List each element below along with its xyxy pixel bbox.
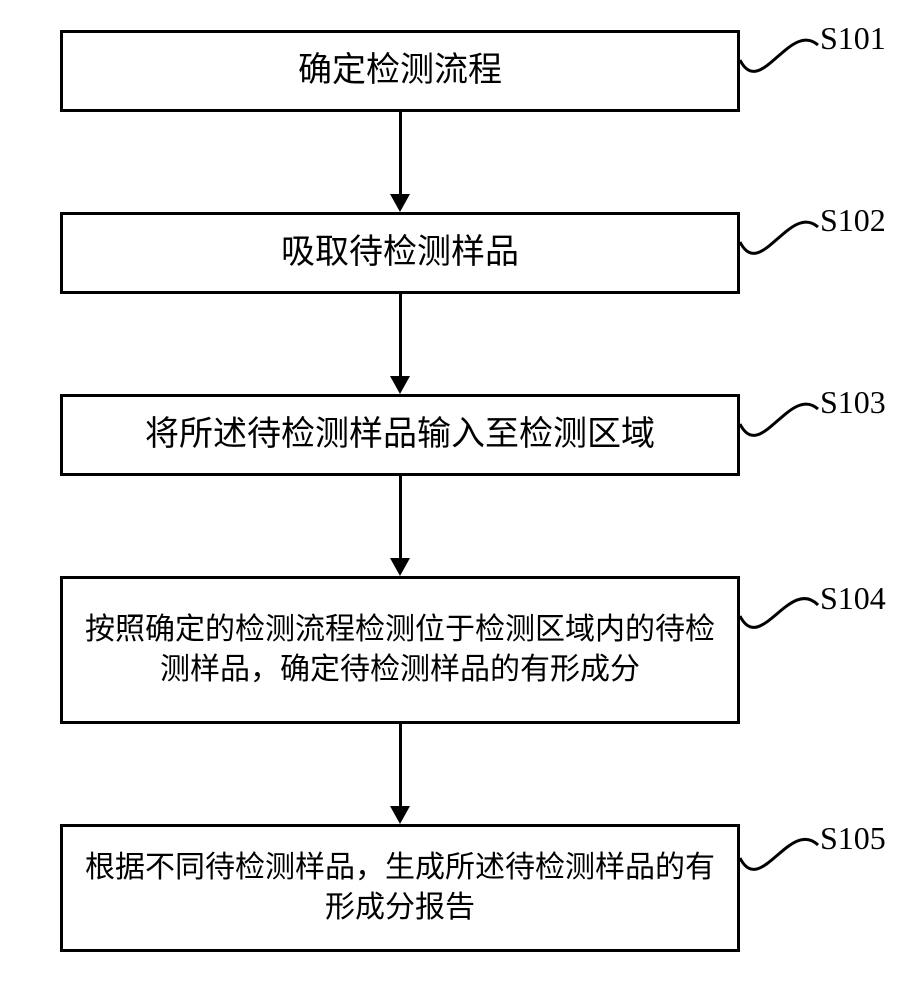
flow-node-5: 根据不同待检测样品，生成所述待检测样品的有形成分报告 [60,824,740,952]
step-label-2: S102 [820,202,886,239]
step-label-5: S105 [820,820,886,857]
step-label-4: S104 [820,580,886,617]
step-label-1: S101 [820,20,886,57]
flow-node-5-text: 根据不同待检测样品，生成所述待检测样品的有形成分报告 [75,848,725,929]
flow-node-3: 将所述待检测样品输入至检测区域 [60,394,740,476]
flow-node-2: 吸取待检测样品 [60,212,740,294]
flow-node-4: 按照确定的检测流程检测位于检测区域内的待检测样品，确定待检测样品的有形成分 [60,576,740,724]
flow-node-3-text: 将所述待检测样品输入至检测区域 [145,412,655,458]
flow-node-1: 确定检测流程 [60,30,740,112]
flow-node-4-text: 按照确定的检测流程检测位于检测区域内的待检测样品，确定待检测样品的有形成分 [75,610,725,691]
step-label-3: S103 [820,384,886,421]
flow-node-2-text: 吸取待检测样品 [281,230,519,276]
flowchart-canvas: 确定检测流程 吸取待检测样品 将所述待检测样品输入至检测区域 按照确定的检测流程… [0,0,921,1000]
flow-node-1-text: 确定检测流程 [298,48,502,94]
